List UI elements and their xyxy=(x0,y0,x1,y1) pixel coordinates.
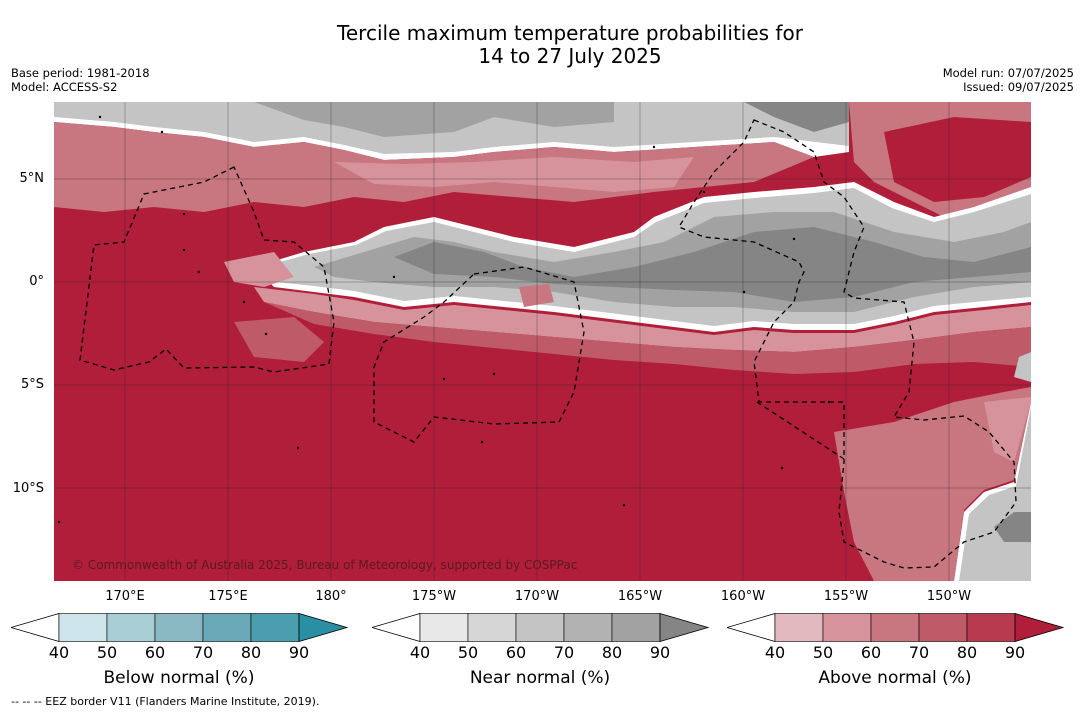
lon-label-165w: 165°W xyxy=(617,589,663,604)
colorbar-near-segment-3 xyxy=(563,613,613,642)
colorbar-below-extend-low xyxy=(11,613,60,642)
eez-borders xyxy=(79,119,1017,569)
cb-above-tick-70: 70 xyxy=(908,643,930,662)
islands xyxy=(57,115,831,524)
colorbar-near-segment-1 xyxy=(467,613,517,642)
lat-label-5s: 5°S xyxy=(20,377,44,392)
lon-label-175e: 175°E xyxy=(208,589,248,604)
meta-left: Base period: 1981-2018 Model: ACCESS-S2 xyxy=(11,66,150,94)
colorbar-near-segment-4 xyxy=(611,613,661,642)
title-line-2: 14 to 27 July 2025 xyxy=(478,44,662,68)
colorbar-near-normal xyxy=(372,613,710,642)
eez-footnote: -- -- -- EEZ border V11 (Flanders Marine… xyxy=(11,695,320,708)
lon-label-170w: 170°W xyxy=(514,589,560,604)
cb-above-tick-50: 50 xyxy=(812,643,834,662)
above-normal-southeast-50 xyxy=(984,397,1031,462)
cb-below-tick-80: 80 xyxy=(240,643,262,662)
colorbar-below-segment-3 xyxy=(202,613,252,642)
colorbar-above-segment-2 xyxy=(870,613,920,642)
cb-near-tick-80: 80 xyxy=(601,643,623,662)
above-normal-patch-center xyxy=(519,284,554,307)
colorbar-below-segment-0 xyxy=(58,613,108,642)
cb-near-tick-90: 90 xyxy=(649,643,671,662)
near-normal-east-patch xyxy=(1014,352,1031,382)
probability-map xyxy=(54,102,1031,581)
lon-label-175w: 175°W xyxy=(411,589,457,604)
colorbar-near-segments xyxy=(372,613,710,642)
colorbar-near-extend-low xyxy=(372,613,421,642)
above-normal-band-south-50 xyxy=(254,287,1031,352)
colorbar-above-segment-4 xyxy=(966,613,1016,642)
meta-right: Model run: 07/07/2025 Issued: 09/07/2025 xyxy=(943,66,1074,94)
colorbar-above-label: Above normal (%) xyxy=(818,668,972,688)
colorbar-above-segment-3 xyxy=(918,613,968,642)
chart-title: Tercile maximum temperature probabilitie… xyxy=(0,22,1085,68)
colorbar-above-segment-1 xyxy=(822,613,872,642)
cb-below-tick-40: 40 xyxy=(48,643,70,662)
colorbar-below-segment-4 xyxy=(250,613,300,642)
near-normal-southeast-90 xyxy=(994,512,1031,542)
colorbar-below-segment-1 xyxy=(106,613,156,642)
cb-below-tick-60: 60 xyxy=(144,643,166,662)
colorbar-above-normal xyxy=(727,613,1065,642)
colorbar-near-extend-high xyxy=(659,613,710,642)
cb-above-tick-60: 60 xyxy=(860,643,882,662)
above-normal-southeast-60 xyxy=(834,387,1031,581)
above-normal-band-north-light xyxy=(334,157,694,192)
colorbar-above-extend-low xyxy=(727,613,776,642)
above-normal-band-south-70 xyxy=(264,302,1031,374)
cb-near-tick-40: 40 xyxy=(409,643,431,662)
colorbar-near-segment-0 xyxy=(419,613,469,642)
above-normal-northeast-90 xyxy=(884,117,1031,202)
colorbar-below-segments xyxy=(11,613,349,642)
issued-date: Issued: 09/07/2025 xyxy=(963,80,1074,94)
model-run: Model run: 07/07/2025 xyxy=(942,66,1074,80)
lon-label-180: 180° xyxy=(315,589,347,604)
colorbar-near-label: Near normal (%) xyxy=(469,668,611,688)
colorbar-below-normal xyxy=(11,613,349,642)
cb-below-tick-50: 50 xyxy=(96,643,118,662)
colorbar-below-segment-2 xyxy=(154,613,204,642)
base-period: Base period: 1981-2018 xyxy=(11,66,150,80)
cb-near-tick-50: 50 xyxy=(457,643,479,662)
cb-below-tick-70: 70 xyxy=(192,643,214,662)
cb-above-tick-80: 80 xyxy=(956,643,978,662)
near-normal-north-inner-2 xyxy=(744,102,849,132)
lat-label-5n: 5°N xyxy=(19,171,45,186)
lon-label-155w: 155°W xyxy=(823,589,869,604)
cb-near-tick-70: 70 xyxy=(553,643,575,662)
cb-above-tick-40: 40 xyxy=(764,643,786,662)
colorbar-below-label: Below normal (%) xyxy=(103,668,255,688)
colorbar-above-segments xyxy=(727,613,1065,642)
cb-near-tick-60: 60 xyxy=(505,643,527,662)
colorbar-above-extend-high xyxy=(1014,613,1065,642)
copyright-notice: © Commonwealth of Australia 2025, Bureau… xyxy=(72,558,578,572)
lon-label-170e: 170°E xyxy=(105,589,145,604)
colorbar-near-segment-2 xyxy=(515,613,565,642)
cb-above-tick-90: 90 xyxy=(1004,643,1026,662)
eez-border-line-islands xyxy=(678,119,1017,569)
eez-border-phoenix xyxy=(373,266,585,443)
title-line-1: Tercile maximum temperature probabilitie… xyxy=(337,21,803,45)
model-name: Model: ACCESS-S2 xyxy=(11,80,118,94)
cb-below-tick-90: 90 xyxy=(288,643,310,662)
above-normal-left-lower xyxy=(234,317,324,362)
colorbar-below-extend-high xyxy=(298,613,349,642)
lon-label-150w: 150°W xyxy=(926,589,972,604)
gridlines xyxy=(54,102,1031,581)
eez-border-tuvalu-kiribati-west xyxy=(79,166,335,373)
colorbar-above-segment-0 xyxy=(774,613,824,642)
lat-label-10s: 10°S xyxy=(12,481,44,496)
above-normal-left-patch xyxy=(224,252,294,287)
lon-label-160w: 160°W xyxy=(720,589,766,604)
near-normal-central-90 xyxy=(394,227,1031,302)
lat-label-0: 0° xyxy=(29,274,44,289)
